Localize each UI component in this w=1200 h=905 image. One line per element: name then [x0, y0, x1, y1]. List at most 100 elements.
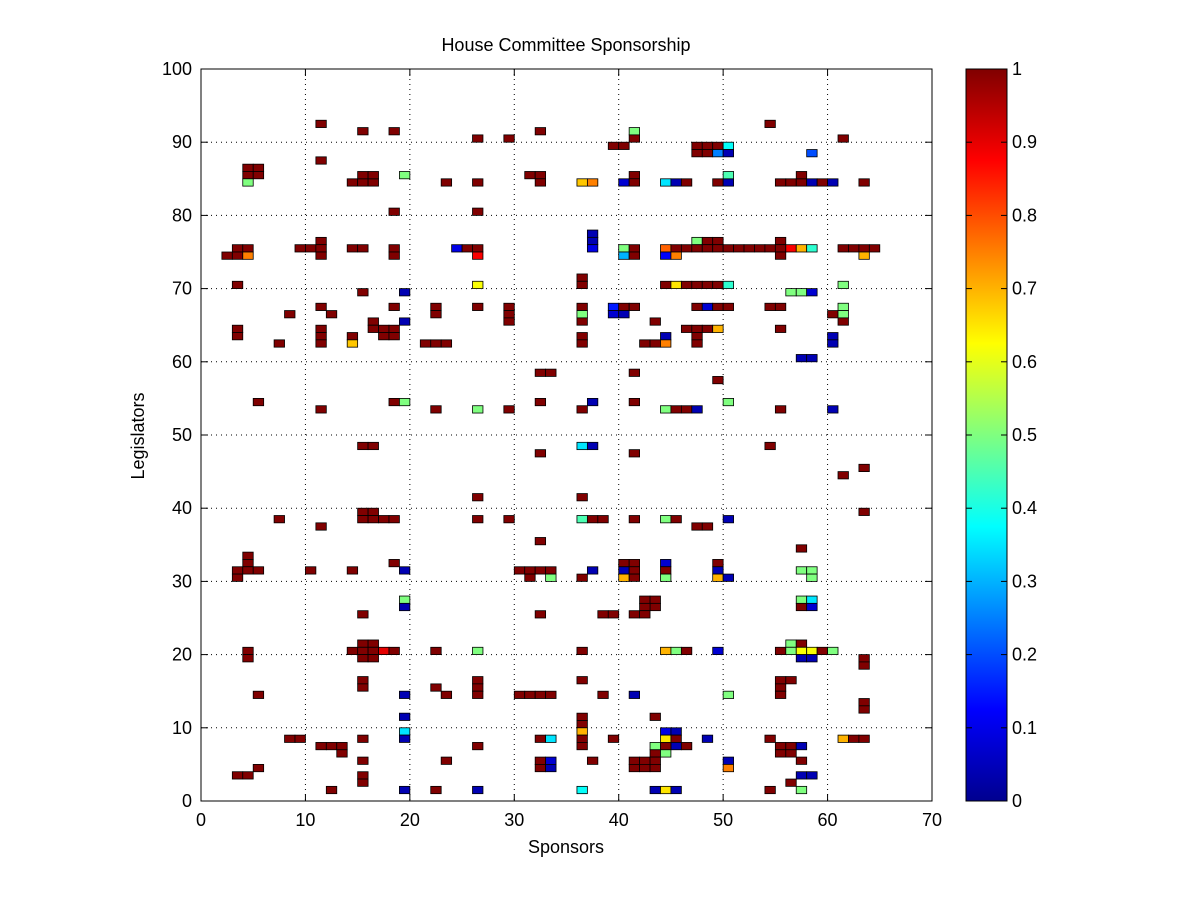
heatmap-cell	[472, 690, 484, 699]
heatmap-cell	[586, 441, 599, 451]
heatmap-cell	[472, 134, 484, 143]
heatmap-cell	[357, 507, 369, 516]
heatmap-cell	[628, 368, 641, 377]
heatmap-cell	[660, 178, 672, 187]
colorbar-tick-label: 0.4	[1012, 498, 1037, 518]
heatmap-cell	[252, 764, 265, 773]
heatmap-cell	[367, 654, 379, 663]
heatmap-cell	[670, 727, 682, 736]
heatmap-cell	[305, 244, 317, 253]
heatmap-cell	[722, 756, 734, 765]
heatmap-cell	[545, 566, 557, 575]
heatmap-cell	[618, 251, 630, 260]
heatmap-cell	[680, 280, 693, 289]
heatmap-cell	[534, 764, 547, 773]
heatmap-cell	[639, 595, 651, 604]
heatmap-cell	[242, 559, 254, 568]
heatmap-cell	[357, 683, 369, 692]
heatmap-cell	[586, 244, 599, 253]
heatmap-cell	[649, 764, 661, 773]
heatmap-cell	[712, 236, 724, 246]
heatmap-cell	[722, 244, 734, 253]
heatmap-cell	[639, 756, 651, 765]
heatmap-cell	[816, 646, 828, 656]
heatmap-cell	[294, 734, 306, 743]
heatmap-cell	[524, 566, 536, 575]
heatmap-cell	[242, 646, 254, 656]
heatmap-cell	[607, 310, 620, 319]
heatmap-cell	[231, 771, 244, 780]
heatmap-cell	[628, 127, 641, 136]
heatmap-cell	[628, 244, 641, 253]
heatmap-cell	[649, 742, 661, 751]
heatmap-cell	[440, 178, 453, 187]
heatmap-cell	[399, 602, 411, 612]
heatmap-cell	[472, 405, 484, 414]
heatmap-cell	[639, 610, 651, 619]
heatmap-cell	[545, 368, 557, 377]
heatmap-cell	[576, 317, 588, 326]
heatmap-cell	[576, 178, 588, 187]
heatmap-cell	[795, 602, 808, 612]
heatmap-cell	[503, 317, 515, 326]
heatmap-cell	[701, 280, 714, 289]
heatmap-cell	[388, 324, 400, 333]
heatmap-cell	[722, 178, 734, 187]
heatmap-cell	[586, 566, 599, 575]
heatmap-cell	[785, 178, 797, 187]
heatmap-cell	[346, 566, 359, 575]
heatmap-cell	[691, 339, 703, 348]
heatmap-cell	[242, 654, 254, 663]
x-tick-label: 60	[818, 810, 838, 830]
heatmap-cell	[774, 690, 787, 699]
heatmap-cell	[618, 178, 630, 187]
heatmap-cell	[795, 654, 808, 663]
grid-lines	[201, 69, 932, 801]
heatmap-cell	[628, 178, 641, 187]
heatmap-cell	[399, 785, 411, 795]
heatmap-cell	[503, 310, 515, 319]
heatmap-cell	[785, 639, 797, 648]
heatmap-cell	[618, 573, 630, 582]
heatmap-cell	[388, 302, 400, 311]
heatmap-cell	[586, 229, 599, 238]
x-tick-label: 20	[400, 810, 420, 830]
heatmap-cell	[628, 397, 641, 407]
heatmap-cell	[472, 251, 484, 260]
heatmap-cell	[764, 785, 776, 795]
x-tick-label: 70	[922, 810, 942, 830]
heatmap-cell	[670, 405, 682, 414]
heatmap-cell	[774, 324, 787, 333]
heatmap-cell	[576, 646, 588, 656]
heatmap-cell	[785, 646, 797, 656]
heatmap-cell	[472, 244, 484, 253]
heatmap-cell	[315, 332, 327, 341]
heatmap-cell	[524, 573, 536, 582]
colorbar-tick-label: 0.1	[1012, 718, 1037, 738]
heatmap-cell	[252, 690, 265, 699]
heatmap-cell	[346, 178, 359, 187]
heatmap-cell	[774, 405, 787, 414]
y-tick-label: 30	[172, 571, 192, 591]
heatmap-cell	[701, 149, 714, 158]
heatmap-cell	[576, 727, 588, 736]
heatmap-cell	[325, 310, 338, 319]
heatmap-cell	[660, 244, 672, 253]
heatmap-cell	[764, 734, 776, 743]
heatmap-cell	[691, 405, 703, 414]
heatmap-cell	[660, 742, 672, 751]
heatmap-cell	[472, 178, 484, 187]
y-tick-label: 40	[172, 498, 192, 518]
heatmap-cell	[858, 705, 870, 714]
heatmap-cell	[868, 244, 881, 253]
heatmap-cell	[785, 778, 797, 787]
heatmap-cell	[827, 405, 839, 414]
heatmap-cell	[827, 310, 839, 319]
heatmap-cell	[534, 610, 547, 619]
heatmap-cell	[712, 141, 724, 150]
heatmap-cell	[628, 171, 641, 180]
heatmap-cell	[712, 149, 724, 158]
colorbar-tick-label: 0.5	[1012, 425, 1037, 445]
heatmap-cell	[858, 507, 870, 516]
